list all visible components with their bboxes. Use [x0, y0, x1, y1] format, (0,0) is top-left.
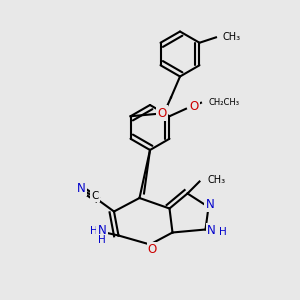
- Text: N: N: [206, 198, 214, 211]
- Text: H: H: [90, 226, 98, 236]
- Text: O: O: [148, 243, 157, 256]
- Text: H: H: [219, 227, 227, 237]
- Text: N: N: [98, 224, 106, 238]
- Text: CH₃: CH₃: [223, 32, 241, 42]
- Text: CH₃: CH₃: [207, 175, 225, 185]
- Text: H: H: [98, 235, 106, 245]
- Text: N: N: [207, 224, 216, 238]
- Text: CH₂CH₃: CH₂CH₃: [208, 98, 239, 107]
- Text: C: C: [92, 191, 99, 201]
- Text: N: N: [77, 182, 86, 195]
- Text: O: O: [158, 106, 166, 120]
- Text: O: O: [190, 100, 199, 113]
